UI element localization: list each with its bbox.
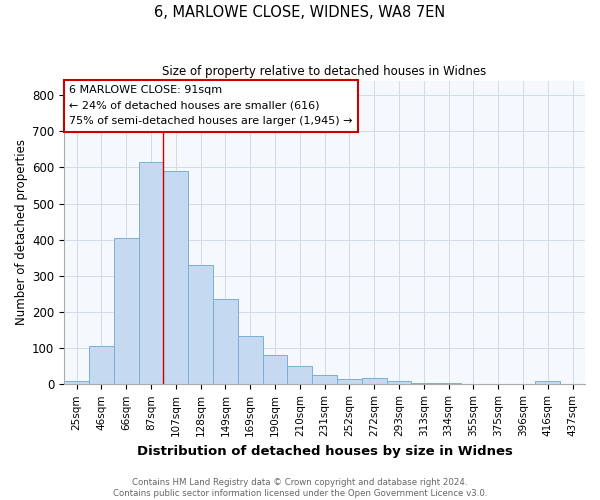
Bar bbox=[436, 383, 461, 384]
Bar bbox=[312, 376, 337, 384]
Bar bbox=[263, 356, 287, 384]
Text: 6 MARLOWE CLOSE: 91sqm
← 24% of detached houses are smaller (616)
75% of semi-de: 6 MARLOWE CLOSE: 91sqm ← 24% of detached… bbox=[70, 85, 353, 126]
Bar bbox=[412, 382, 436, 384]
Bar bbox=[386, 382, 412, 384]
X-axis label: Distribution of detached houses by size in Widnes: Distribution of detached houses by size … bbox=[137, 444, 512, 458]
Bar bbox=[188, 265, 213, 384]
Bar bbox=[163, 171, 188, 384]
Title: Size of property relative to detached houses in Widnes: Size of property relative to detached ho… bbox=[163, 65, 487, 78]
Bar bbox=[337, 378, 362, 384]
Text: Contains HM Land Registry data © Crown copyright and database right 2024.
Contai: Contains HM Land Registry data © Crown c… bbox=[113, 478, 487, 498]
Bar bbox=[362, 378, 386, 384]
Y-axis label: Number of detached properties: Number of detached properties bbox=[15, 140, 28, 326]
Bar bbox=[139, 162, 163, 384]
Bar bbox=[213, 298, 238, 384]
Text: 6, MARLOWE CLOSE, WIDNES, WA8 7EN: 6, MARLOWE CLOSE, WIDNES, WA8 7EN bbox=[154, 5, 446, 20]
Bar bbox=[89, 346, 114, 385]
Bar bbox=[238, 336, 263, 384]
Bar bbox=[535, 382, 560, 384]
Bar bbox=[287, 366, 312, 384]
Bar bbox=[114, 238, 139, 384]
Bar bbox=[64, 382, 89, 384]
